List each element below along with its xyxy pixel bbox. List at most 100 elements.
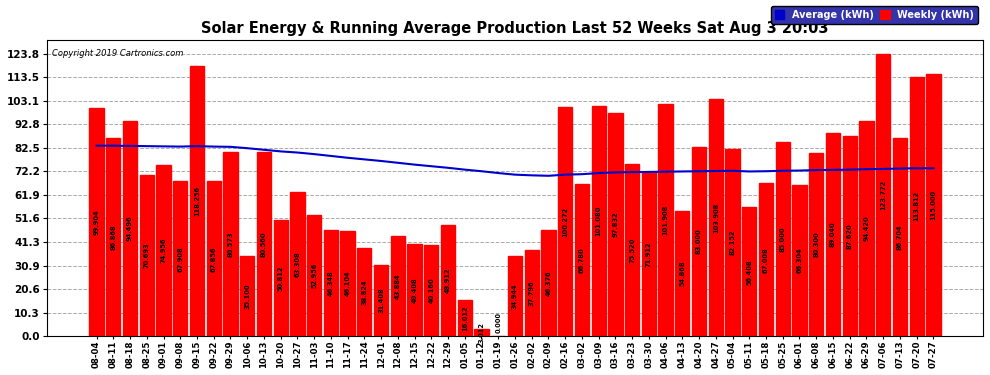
Text: 80.560: 80.560 [261, 231, 267, 257]
Text: 82.152: 82.152 [730, 230, 736, 255]
Text: Copyright 2019 Cartronics.com: Copyright 2019 Cartronics.com [51, 48, 183, 57]
Text: 67.856: 67.856 [211, 246, 217, 272]
Text: 101.080: 101.080 [596, 206, 602, 236]
Bar [307, 215, 321, 336]
Bar [123, 121, 138, 336]
Bar [726, 149, 740, 336]
Bar [140, 175, 153, 336]
Text: 115.000: 115.000 [931, 190, 937, 220]
Bar [876, 54, 890, 336]
Text: 54.868: 54.868 [679, 261, 685, 286]
Bar [525, 250, 539, 336]
Text: 66.304: 66.304 [797, 248, 803, 273]
Bar [424, 244, 439, 336]
Text: 40.160: 40.160 [429, 278, 435, 303]
Text: 85.000: 85.000 [780, 226, 786, 252]
Text: 97.832: 97.832 [613, 212, 619, 237]
Text: 34.944: 34.944 [512, 284, 518, 309]
Text: 31.408: 31.408 [378, 288, 384, 313]
Text: 38.824: 38.824 [361, 279, 367, 304]
Text: 37.796: 37.796 [529, 280, 535, 306]
Text: 103.908: 103.908 [713, 202, 719, 233]
Bar [324, 230, 338, 336]
Bar [374, 264, 388, 336]
Bar [240, 256, 254, 336]
Bar [592, 106, 606, 336]
Text: 50.812: 50.812 [277, 266, 284, 291]
Legend: Average (kWh), Weekly (kWh): Average (kWh), Weekly (kWh) [771, 6, 978, 24]
Bar [341, 231, 354, 336]
Bar [89, 108, 104, 336]
Bar [792, 185, 807, 336]
Bar [474, 329, 489, 336]
Text: 94.496: 94.496 [127, 216, 133, 241]
Bar [173, 181, 187, 336]
Text: 3.012: 3.012 [478, 322, 484, 343]
Text: 94.420: 94.420 [863, 216, 869, 241]
Text: 87.620: 87.620 [846, 224, 852, 249]
Bar [273, 220, 288, 336]
Bar [441, 225, 455, 336]
Bar [809, 153, 824, 336]
Text: 46.104: 46.104 [345, 271, 350, 296]
Bar [190, 66, 204, 336]
Bar [357, 248, 371, 336]
Text: 99.904: 99.904 [94, 209, 100, 235]
Text: 71.912: 71.912 [645, 242, 651, 267]
Bar [742, 207, 756, 336]
Text: 118.256: 118.256 [194, 186, 200, 216]
Bar [675, 211, 689, 336]
Bar [391, 236, 405, 336]
Text: 40.408: 40.408 [412, 277, 418, 303]
Text: 70.693: 70.693 [144, 243, 149, 268]
Bar [608, 113, 623, 336]
Text: 52.956: 52.956 [311, 263, 317, 288]
Bar [457, 300, 472, 336]
Text: 101.908: 101.908 [662, 205, 668, 235]
Text: 66.780: 66.780 [579, 247, 585, 273]
Text: 46.348: 46.348 [328, 270, 334, 296]
Bar [207, 182, 221, 336]
Bar [256, 152, 271, 336]
Bar [558, 107, 572, 336]
Text: 113.812: 113.812 [914, 191, 920, 222]
Text: 74.956: 74.956 [160, 238, 166, 263]
Text: 63.308: 63.308 [294, 251, 300, 277]
Text: 75.520: 75.520 [629, 237, 636, 263]
Bar [692, 147, 706, 336]
Bar [842, 136, 856, 336]
Text: 46.376: 46.376 [545, 270, 551, 296]
Bar [408, 244, 422, 336]
Text: 83.000: 83.000 [696, 229, 702, 254]
Text: 56.408: 56.408 [746, 259, 752, 285]
Bar [542, 230, 555, 336]
Bar [156, 165, 170, 336]
Bar [625, 164, 640, 336]
Bar [290, 192, 305, 336]
Bar [859, 121, 873, 336]
Text: 48.912: 48.912 [446, 267, 451, 293]
Text: 123.772: 123.772 [880, 180, 886, 210]
Text: 35.100: 35.100 [245, 284, 250, 309]
Bar [910, 76, 924, 336]
Text: 16.012: 16.012 [461, 305, 467, 331]
Bar [893, 138, 907, 336]
Bar [927, 74, 940, 336]
Bar [575, 184, 589, 336]
Text: 86.704: 86.704 [897, 225, 903, 250]
Text: 67.908: 67.908 [177, 246, 183, 272]
Bar [508, 256, 522, 336]
Text: 0.000: 0.000 [495, 312, 501, 333]
Text: 80.300: 80.300 [813, 232, 820, 257]
Bar [709, 99, 723, 336]
Text: 86.868: 86.868 [110, 224, 116, 250]
Bar [642, 172, 656, 336]
Text: 100.272: 100.272 [562, 207, 568, 237]
Bar [759, 183, 773, 336]
Bar [224, 152, 238, 336]
Bar [658, 104, 673, 336]
Text: 89.040: 89.040 [830, 222, 836, 248]
Text: 80.573: 80.573 [228, 231, 234, 257]
Text: 43.884: 43.884 [395, 273, 401, 299]
Text: 67.008: 67.008 [763, 247, 769, 273]
